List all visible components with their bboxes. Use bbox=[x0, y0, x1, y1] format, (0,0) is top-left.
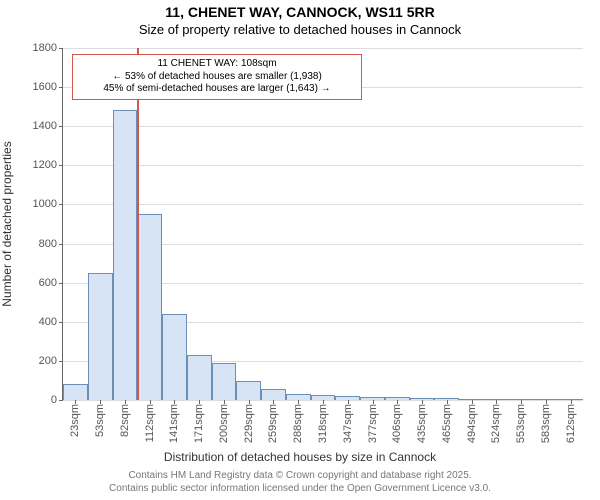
xtick-label: 465sqm bbox=[441, 404, 453, 443]
xtick-label: 377sqm bbox=[367, 404, 379, 443]
xtick-label: 82sqm bbox=[119, 404, 131, 437]
xtick-label: 23sqm bbox=[69, 404, 81, 437]
xtick-mark bbox=[397, 400, 398, 404]
xtick-label: 288sqm bbox=[292, 404, 304, 443]
xtick-mark bbox=[224, 400, 225, 404]
xtick-label: 200sqm bbox=[218, 404, 230, 443]
xtick-mark bbox=[348, 400, 349, 404]
xtick-label: 53sqm bbox=[94, 404, 106, 437]
xtick-mark bbox=[150, 400, 151, 404]
histogram-bar bbox=[236, 381, 261, 400]
chart-footer: Contains HM Land Registry data © Crown c… bbox=[0, 470, 600, 495]
xtick-label: 406sqm bbox=[391, 404, 403, 443]
ytick-label: 0 bbox=[51, 394, 57, 406]
xtick-mark bbox=[75, 400, 76, 404]
annotation-line3: 45% of semi-detached houses are larger (… bbox=[77, 83, 357, 96]
xtick-mark bbox=[298, 400, 299, 404]
gridline bbox=[63, 204, 583, 205]
ytick-label: 1400 bbox=[33, 120, 57, 132]
xtick-label: 112sqm bbox=[144, 404, 156, 442]
ytick-label: 1200 bbox=[33, 159, 57, 171]
xtick-mark bbox=[125, 400, 126, 404]
gridline bbox=[63, 126, 583, 127]
xtick-label: 553sqm bbox=[515, 404, 527, 443]
ytick-mark bbox=[59, 283, 63, 284]
ytick-mark bbox=[59, 126, 63, 127]
xtick-mark bbox=[249, 400, 250, 404]
ytick-mark bbox=[59, 361, 63, 362]
ytick-label: 200 bbox=[39, 355, 57, 367]
gridline bbox=[63, 48, 583, 49]
ytick-label: 1000 bbox=[33, 198, 57, 210]
property-size-histogram: 11, CHENET WAY, CANNOCK, WS11 5RR Size o… bbox=[0, 0, 600, 500]
gridline bbox=[63, 165, 583, 166]
ytick-mark bbox=[59, 322, 63, 323]
ytick-mark bbox=[59, 87, 63, 88]
xtick-label: 524sqm bbox=[490, 404, 502, 443]
xtick-label: 259sqm bbox=[267, 404, 279, 443]
xtick-mark bbox=[174, 400, 175, 404]
x-axis-label: Distribution of detached houses by size … bbox=[0, 450, 600, 464]
xtick-label: 141sqm bbox=[168, 404, 180, 443]
xtick-label: 435sqm bbox=[416, 404, 428, 443]
histogram-bar bbox=[261, 389, 286, 400]
ytick-mark bbox=[59, 204, 63, 205]
ytick-label: 1800 bbox=[33, 42, 57, 54]
xtick-mark bbox=[571, 400, 572, 404]
xtick-label: 318sqm bbox=[317, 404, 329, 443]
xtick-label: 229sqm bbox=[243, 404, 255, 443]
histogram-bar bbox=[88, 273, 113, 400]
footer-line1: Contains HM Land Registry data © Crown c… bbox=[0, 470, 600, 483]
property-marker-line bbox=[137, 48, 139, 400]
xtick-mark bbox=[422, 400, 423, 404]
footer-line2: Contains public sector information licen… bbox=[0, 483, 600, 496]
xtick-mark bbox=[521, 400, 522, 404]
ytick-mark bbox=[59, 400, 63, 401]
ytick-label: 800 bbox=[39, 238, 57, 250]
chart-title-line1: 11, CHENET WAY, CANNOCK, WS11 5RR bbox=[0, 4, 600, 20]
ytick-mark bbox=[59, 165, 63, 166]
chart-title-line2: Size of property relative to detached ho… bbox=[0, 22, 600, 37]
xtick-mark bbox=[373, 400, 374, 404]
histogram-bar bbox=[63, 384, 88, 400]
xtick-mark bbox=[546, 400, 547, 404]
annotation-line1: 11 CHENET WAY: 108sqm bbox=[77, 58, 357, 71]
histogram-bar bbox=[113, 110, 138, 400]
annotation-box: 11 CHENET WAY: 108sqm ← 53% of detached … bbox=[72, 54, 362, 100]
ytick-label: 600 bbox=[39, 277, 57, 289]
histogram-bar bbox=[137, 214, 162, 400]
xtick-label: 583sqm bbox=[540, 404, 552, 443]
ytick-mark bbox=[59, 244, 63, 245]
xtick-mark bbox=[472, 400, 473, 404]
xtick-mark bbox=[100, 400, 101, 404]
histogram-bar bbox=[162, 314, 187, 400]
xtick-mark bbox=[273, 400, 274, 404]
annotation-line2: ← 53% of detached houses are smaller (1,… bbox=[77, 71, 357, 84]
xtick-label: 612sqm bbox=[565, 404, 577, 443]
ytick-label: 400 bbox=[39, 316, 57, 328]
xtick-label: 494sqm bbox=[466, 404, 478, 443]
ytick-mark bbox=[59, 48, 63, 49]
xtick-label: 171sqm bbox=[193, 404, 205, 443]
histogram-bar bbox=[187, 355, 212, 400]
xtick-label: 347sqm bbox=[342, 404, 354, 443]
xtick-mark bbox=[323, 400, 324, 404]
xtick-mark bbox=[447, 400, 448, 404]
xtick-mark bbox=[199, 400, 200, 404]
y-axis-label: Number of detached properties bbox=[0, 141, 14, 306]
ytick-label: 1600 bbox=[33, 81, 57, 93]
plot-area: 02004006008001000120014001600180023sqm53… bbox=[62, 48, 583, 401]
xtick-mark bbox=[496, 400, 497, 404]
histogram-bar bbox=[212, 363, 237, 400]
